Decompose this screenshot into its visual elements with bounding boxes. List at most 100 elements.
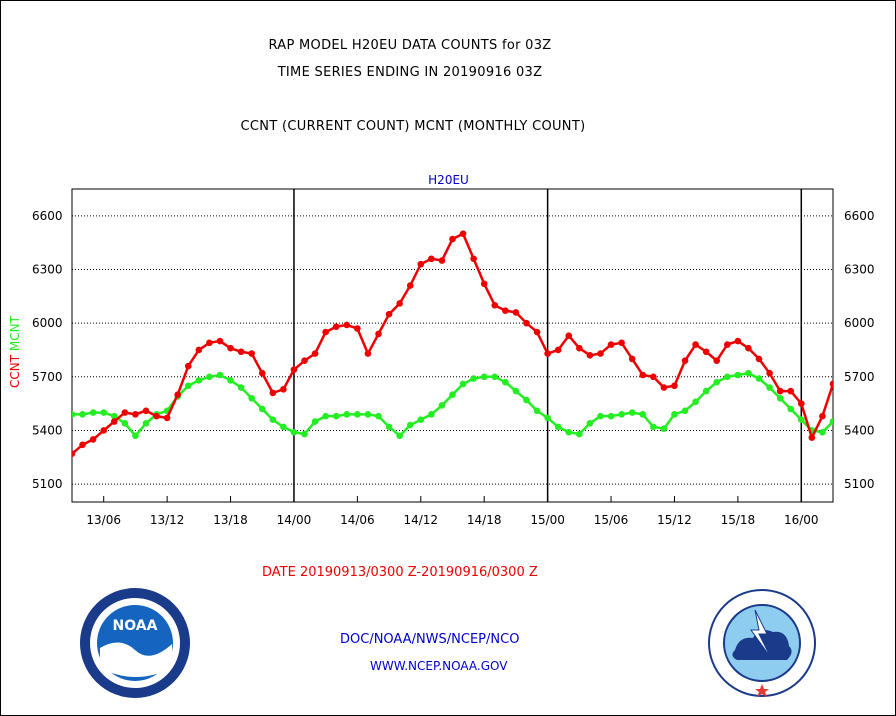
data-point-mcnt	[184, 382, 192, 390]
y-tick-label-left: 5700	[32, 370, 63, 384]
url-link[interactable]: WWW.NCEP.NOAA.GOV	[370, 659, 508, 673]
x-tick-label: 15/12	[657, 513, 692, 527]
series-ccnt	[72, 230, 833, 458]
data-point-mcnt	[650, 423, 657, 431]
data-point-mcnt	[797, 416, 805, 424]
data-point-mcnt	[639, 411, 647, 418]
data-point-ccnt	[459, 230, 467, 238]
data-point-mcnt	[354, 411, 361, 418]
data-point-ccnt	[618, 339, 625, 347]
data-point-ccnt	[89, 436, 97, 443]
x-tick-label: 13/06	[86, 513, 121, 527]
data-point-ccnt	[343, 321, 351, 329]
noaa-logo: NOAA	[80, 588, 190, 698]
nws-logo-star	[755, 684, 769, 697]
data-point-ccnt	[237, 348, 245, 356]
data-point-mcnt	[206, 373, 213, 381]
data-point-mcnt	[586, 420, 594, 427]
data-point-mcnt	[301, 430, 308, 438]
data-point-ccnt	[808, 434, 816, 441]
data-point-mcnt	[438, 402, 446, 409]
data-point-ccnt	[269, 389, 277, 397]
x-tick-label: 14/00	[277, 513, 312, 527]
data-point-ccnt	[797, 400, 805, 407]
data-point-ccnt	[597, 350, 604, 357]
data-point-ccnt	[184, 362, 192, 370]
data-point-ccnt	[544, 350, 551, 357]
data-point-mcnt	[0, 411, 3, 418]
data-point-ccnt	[480, 280, 488, 288]
data-point-mcnt	[565, 428, 573, 436]
data-point-ccnt	[195, 346, 203, 354]
header-line-2: TIME SERIES ENDING IN 20190916 03Z	[277, 65, 543, 80]
data-point-ccnt	[819, 412, 826, 420]
data-point-mcnt	[72, 411, 76, 418]
data-point-ccnt	[396, 300, 403, 307]
data-point-ccnt	[216, 337, 224, 345]
noaa-logo-bird	[100, 642, 172, 677]
data-point-mcnt	[491, 373, 499, 381]
data-point-ccnt	[755, 355, 763, 363]
data-point-ccnt	[692, 341, 699, 348]
nws-logo-lightning	[750, 609, 772, 659]
data-point-mcnt	[597, 412, 604, 420]
data-point-ccnt	[470, 255, 477, 263]
data-point-ccnt	[79, 441, 86, 449]
data-point-mcnt	[523, 396, 530, 404]
y-tick-label-right: 6600	[844, 209, 875, 223]
data-point-ccnt	[364, 350, 372, 357]
header-line-3: CCNT (CURRENT COUNT) MCNT (MONTHLY COUNT…	[240, 119, 586, 134]
data-point-ccnt	[776, 387, 784, 395]
data-point-mcnt	[121, 420, 129, 427]
chart-root: 5100 5100 5400 5400 5700 5700 6000 6000 6300 6300…	[0, 173, 875, 527]
data-point-mcnt	[375, 412, 382, 420]
data-point-ccnt	[428, 255, 435, 263]
data-point-mcnt	[280, 423, 287, 431]
data-point-mcnt	[132, 432, 139, 440]
y-tick-label-right: 5400	[844, 423, 875, 437]
data-point-ccnt	[724, 341, 731, 348]
data-point-ccnt	[533, 328, 541, 336]
data-point-mcnt	[322, 412, 329, 420]
data-point-mcnt	[110, 412, 118, 420]
data-point-ccnt	[586, 352, 594, 359]
y-tick-label-right: 5700	[844, 370, 875, 384]
data-point-ccnt	[72, 450, 76, 458]
data-point-mcnt	[766, 384, 773, 391]
y-tick-label-left: 5400	[32, 423, 63, 437]
y-tick-label-left: 6000	[32, 316, 63, 330]
data-point-ccnt	[829, 380, 833, 388]
y-tick-label-left: 6600	[32, 209, 63, 223]
data-point-mcnt	[713, 378, 721, 386]
date-range-label: DATE 20190913/0300 Z-20190916/0300 Z	[262, 565, 538, 580]
data-point-ccnt	[227, 344, 234, 352]
data-point-ccnt	[607, 341, 615, 348]
y-tick-label-left: 6300	[32, 262, 63, 276]
data-point-ccnt	[787, 387, 795, 395]
data-point-mcnt	[829, 418, 833, 425]
data-point-mcnt	[502, 378, 509, 386]
data-point-ccnt	[417, 260, 425, 268]
data-point-ccnt	[660, 384, 668, 391]
nws-logo	[708, 589, 816, 697]
data-point-ccnt	[639, 371, 647, 379]
data-point-ccnt	[142, 407, 150, 415]
data-point-mcnt	[819, 428, 826, 436]
org-label: DOC/NOAA/NWS/NCEP/NCO	[340, 632, 520, 647]
data-point-mcnt	[227, 377, 234, 384]
data-point-mcnt	[776, 394, 784, 402]
data-point-mcnt	[216, 371, 224, 379]
data-point-ccnt	[702, 348, 710, 356]
data-point-mcnt	[248, 394, 255, 402]
x-tick-label: 14/12	[403, 513, 438, 527]
data-point-mcnt	[396, 432, 403, 440]
data-point-mcnt	[681, 407, 689, 415]
y-tick-label-right: 6300	[844, 262, 875, 276]
data-point-mcnt	[142, 420, 150, 427]
data-point-ccnt	[502, 307, 509, 314]
data-point-ccnt	[132, 411, 139, 418]
data-point-mcnt	[258, 405, 266, 413]
data-point-ccnt	[385, 310, 393, 318]
data-point-mcnt	[311, 418, 319, 425]
y-tick-label-left: 5100	[32, 477, 63, 491]
